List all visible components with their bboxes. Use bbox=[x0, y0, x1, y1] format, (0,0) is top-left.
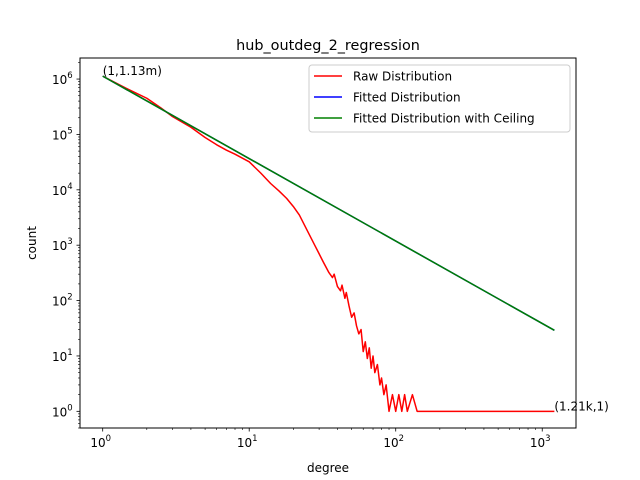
legend-label-2: Fitted Distribution bbox=[353, 91, 461, 105]
y-tick-label: 100 bbox=[52, 403, 73, 419]
plot-frame bbox=[79, 57, 577, 429]
y-tick-label: 106 bbox=[52, 71, 73, 87]
series-line-1 bbox=[102, 75, 555, 413]
series-line-3 bbox=[102, 75, 555, 331]
legend-label-3: Fitted Distribution with Ceiling bbox=[353, 112, 535, 126]
x-axis-label: degree bbox=[307, 461, 349, 475]
legend-label-1: Raw Distribution bbox=[353, 70, 452, 84]
x-tick-label: 103 bbox=[530, 434, 551, 450]
plot-area: (1,1.13m) (1.21k,1) bbox=[79, 57, 609, 429]
legend-entries: Raw Distribution Fitted Distribution Fitte… bbox=[314, 70, 535, 126]
legend-box bbox=[308, 64, 571, 133]
series-layer bbox=[102, 75, 555, 413]
y-tick-label: 101 bbox=[52, 348, 73, 364]
annotation-layer: (1,1.13m) (1.21k,1) bbox=[103, 64, 609, 413]
x-tick-label: 101 bbox=[237, 434, 258, 450]
y-tick-label: 103 bbox=[52, 237, 73, 253]
x-axis: 100 101 102 103 bbox=[90, 428, 551, 450]
y-tick-label: 102 bbox=[52, 293, 73, 309]
y-axis-label: count bbox=[25, 226, 39, 260]
legend: Raw Distribution Fitted Distribution Fitte… bbox=[308, 64, 571, 133]
y-axis: 100 101 102 103 104 105 106 bbox=[52, 62, 80, 429]
y-tick-label: 105 bbox=[52, 126, 73, 142]
y-tick-label: 104 bbox=[52, 182, 73, 198]
x-tick-label: 102 bbox=[383, 434, 404, 450]
chart-title: hub_outdeg_2_regression bbox=[236, 38, 420, 54]
x-tick-label: 100 bbox=[90, 434, 111, 450]
annotation-label-1: (1,1.13m) bbox=[103, 64, 162, 78]
annotation-label-2: (1.21k,1) bbox=[554, 399, 608, 413]
